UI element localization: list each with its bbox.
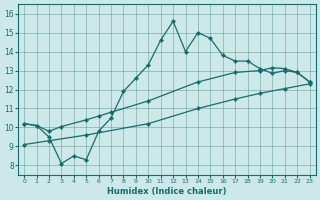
X-axis label: Humidex (Indice chaleur): Humidex (Indice chaleur): [107, 187, 227, 196]
